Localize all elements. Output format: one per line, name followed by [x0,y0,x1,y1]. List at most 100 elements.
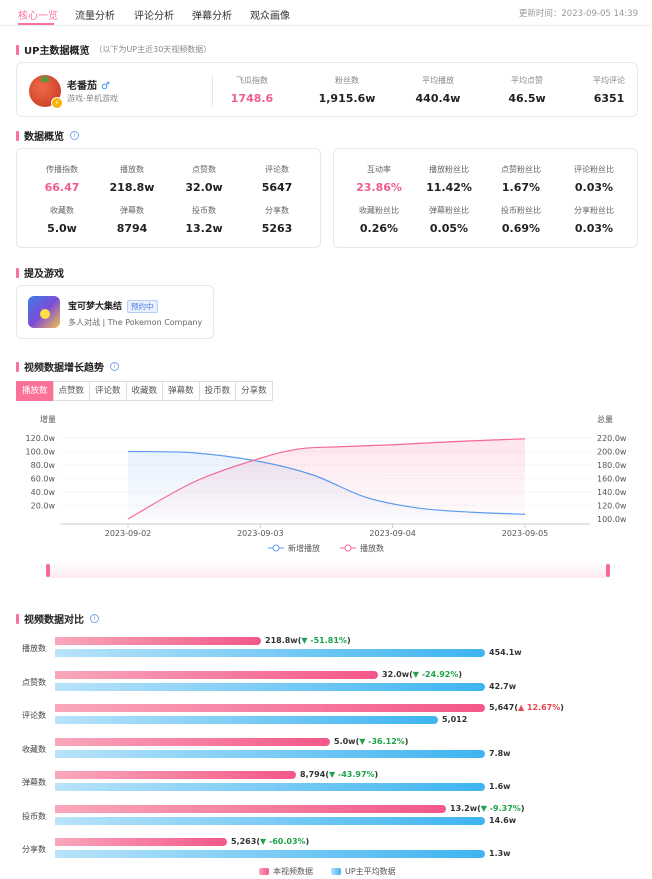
avatar[interactable]: ⚡ [29,75,63,109]
metric-left-1: 播放数 218.8w [92,164,172,194]
bar-up-average[interactable] [55,682,485,691]
series-area-1 [128,438,525,519]
bar-avg-value: 454.1w [489,648,522,657]
metric-label: 评论粉丝比 [574,165,614,174]
metric-left-3: 评论数 5647 [237,164,317,194]
bar-this-video[interactable] [55,637,261,645]
bar-this-video[interactable] [55,771,296,779]
tab-danmaku[interactable]: 弹幕数 [162,381,200,401]
section-bar-icon [16,613,19,624]
left-tick-label: 80.0w [31,461,56,470]
bar-avg-value: 7.8w [489,748,511,758]
metric-right-7: 分享粉丝比 0.03% [554,205,634,235]
bar-up-average[interactable] [55,850,485,858]
legend-new-play-icon[interactable] [272,544,280,552]
bar-this-value: 218.8w(▼ -51.81%) [265,636,351,645]
compare-row-label: 分享数 [22,845,46,854]
arrow-up-icon: ▲ [517,703,527,712]
tab-play[interactable]: 播放数 [16,381,54,401]
metric-label: 投币数 [192,206,216,215]
tab-comments[interactable]: 评论分析 [134,11,174,22]
overview-left-card: 传播指数 66.47 播放数 218.8w 点赞数 32.0w 评论数 5647 收藏数 5.0w… [16,148,321,248]
stat-value: 46.5w [508,92,546,105]
right-tick-label: 200.0w [597,448,627,457]
change-percent: 12.67% [526,703,561,712]
bar-this-video[interactable] [55,804,446,813]
metric-left-6: 投币数 13.2w [164,205,244,235]
bar-this-value: 5,647(▲ 12.67%) [489,703,564,712]
tab-share[interactable]: 分享数 [235,381,273,401]
tab-audience[interactable]: 观众画像 [250,11,290,22]
bar-up-average[interactable] [55,816,485,825]
x-tick-label: 2023-09-02 [105,529,152,538]
tab-comment[interactable]: 评论数 [89,381,127,401]
metric-value: 5647 [261,181,293,194]
metric-right-4: 收藏粉丝比 0.26% [339,205,419,235]
trend-section-title: 视频数据增长趋势 i [16,359,119,374]
up-category: 游戏-单机游戏 [67,94,118,103]
games-section-title: 提及游戏 [16,265,64,280]
tab-favorite[interactable]: 收藏数 [125,381,164,401]
series-line-1[interactable] [127,438,526,520]
compare-row-label: 点赞数 [22,677,46,687]
tab-traffic[interactable]: 流量分析 [75,11,115,22]
stat-value: 440.4w [415,92,461,105]
metric-value: 32.0w [185,181,223,194]
bar-this-value: 8,794(▼ -43.97%) [300,770,379,779]
bar-this-video[interactable] [55,670,378,679]
bar-this-video[interactable] [55,838,227,846]
up-name-row: 老番茄 ♂ [67,77,110,92]
info-icon[interactable]: i [70,131,79,140]
tab-like[interactable]: 点赞数 [52,381,91,401]
info-icon[interactable]: i [90,614,99,623]
metric-value: 0.03% [574,181,614,194]
section-subtitle: （以下为UP主近30天视频数据） [94,45,212,54]
change-percent: -9.37% [489,803,521,813]
bar-this-video[interactable] [55,704,485,712]
bar-up-average[interactable] [55,649,485,657]
change-percent: -51.81% [310,636,347,645]
x-tick-label: 2023-09-04 [369,529,416,538]
tab-core[interactable]: 核心一览 [18,11,58,22]
stat-fans: 粉丝数 1,915.6w [312,75,382,105]
tab-danmaku[interactable]: 弹幕分析 [192,11,232,22]
trend-chart[interactable]: 120.0w 100.0w 80.0w 60.0w 40.0w 20.0w 220.0w 20… [0,410,652,590]
metric-left-2: 点赞数 32.0w [164,164,244,194]
bar-up-average[interactable] [55,716,438,724]
bar-up-average[interactable] [55,749,485,758]
legend-this-video[interactable]: 本视频数据 [259,866,313,877]
compare-section-title: 视频数据对比 i [16,611,99,626]
arrow-down-icon: ▼ [259,837,269,846]
metric-label: 点赞粉丝比 [501,165,541,174]
stat-label: 平均评论 [593,76,625,85]
bar-up-average[interactable] [55,783,485,791]
legend-play-icon[interactable] [344,544,352,552]
male-icon: ♂ [101,81,110,92]
zoom-handle-left[interactable] [46,564,50,577]
game-name-row: 宝可梦大集结 预约中 [68,299,158,313]
bar-this-video[interactable] [55,737,330,746]
legend-new-play[interactable]: 新增播放 [288,543,320,553]
legend-play[interactable]: 播放数 [360,543,384,553]
bar-avg-value: 1.6w [489,782,511,791]
game-card[interactable]: 宝可梦大集结 预约中 多人对战 | The Pokemon Company [16,285,214,339]
legend-up-average[interactable]: UP主平均数据 [331,866,396,877]
zoom-handle-right[interactable] [606,564,610,577]
metric-label: 收藏数 [50,206,74,215]
zoom-slider-track[interactable] [48,562,608,578]
tab-coin[interactable]: 投币数 [198,381,237,401]
metric-value: 5263 [261,222,293,235]
up-name[interactable]: 老番茄 [67,81,97,92]
trend-legend: 新增播放 播放数 [268,543,384,553]
metric-value: 1.67% [501,181,541,194]
overview-right-card: 互动率 23.86% 播放粉丝比 11.42% 点赞粉丝比 1.67% 评论粉丝比 0.03%… [333,148,638,248]
metric-right-6: 投币粉丝比 0.69% [481,205,561,235]
section-title-text: 提及游戏 [24,269,64,280]
left-tick-label: 120.0w [26,434,56,443]
series-line-0[interactable] [127,450,526,515]
info-icon[interactable]: i [110,362,119,371]
this-value: 218.8w [265,636,298,645]
bar-avg-value: 42.7w [489,681,517,691]
stat-feigua-index: 飞瓜指数 1748.6 [222,75,282,105]
game-status-tag: 预约中 [127,300,158,313]
